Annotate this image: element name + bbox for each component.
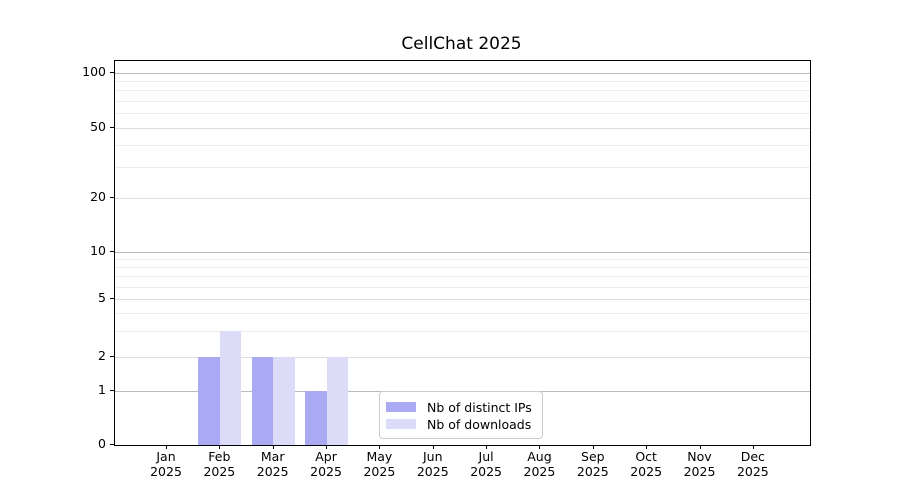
xtick-label-feb: Feb 2025 (203, 449, 236, 480)
xtick-mark-nov (699, 444, 701, 449)
xtick-label-mar: Mar 2025 (256, 449, 289, 480)
gridline-50 (115, 127, 810, 129)
gridline-100 (115, 72, 810, 74)
legend-entry-downloads: Nb of downloads (386, 416, 534, 432)
ytick-label-1: 1 (98, 382, 106, 397)
ytick-label-10: 10 (90, 242, 106, 258)
ytick-mark-10 (110, 250, 114, 252)
downloads-swatch (386, 418, 416, 430)
bar-mar-downloads (273, 357, 295, 445)
xtick-mark-apr (326, 444, 328, 449)
ytick-mark-2 (110, 356, 114, 357)
gridline-5 (115, 299, 810, 300)
gridline-minor-9 (115, 258, 810, 260)
gridline-minor-90 (115, 80, 810, 82)
gridline-10 (115, 251, 810, 253)
xtick-label-jan: Jan 2025 (150, 449, 182, 480)
xtick-label-apr: Apr 2025 (310, 449, 342, 480)
ytick-mark-0 (110, 443, 114, 445)
distinct-ips-swatch (386, 401, 416, 413)
legend-label-downloads: Nb of downloads (427, 416, 532, 432)
ytick-mark-100 (110, 71, 114, 73)
legend-entry-distinct-ips: Nb of distinct IPs (386, 399, 534, 415)
gridline-minor-7 (115, 275, 810, 277)
xtick-label-dec: Dec 2025 (736, 449, 769, 480)
xtick-label-nov: Nov 2025 (683, 449, 716, 480)
ytick-label-50: 50 (90, 118, 106, 134)
xtick-mark-jan (166, 444, 167, 449)
ytick-label-20: 20 (90, 189, 106, 204)
ytick-mark-50 (110, 126, 114, 128)
gridline-minor-60 (115, 113, 810, 115)
bar-mar-distinct-ips (251, 357, 274, 445)
ytick-label-5: 5 (98, 290, 106, 305)
chart-title: CellChat 2025 (401, 34, 522, 54)
xtick-mark-may (379, 444, 381, 449)
gridline-minor-3 (115, 331, 810, 333)
bar-feb-downloads (219, 331, 242, 445)
xtick-mark-oct (646, 444, 648, 449)
gridline-minor-40 (115, 144, 810, 146)
ytick-mark-1 (110, 390, 114, 391)
bar-apr-downloads (326, 357, 349, 445)
xtick-label-jul: Jul 2025 (470, 449, 502, 480)
gridline-2 (115, 357, 810, 358)
xtick-mark-jun (432, 444, 434, 449)
gridline-minor-70 (115, 100, 810, 102)
plot-area: Nb of distinct IPs Nb of downloads (114, 59, 811, 446)
xtick-label-sep: Sep 2025 (576, 449, 609, 480)
ytick-label-0: 0 (98, 435, 106, 451)
xtick-label-jun: Jun 2025 (416, 449, 449, 480)
xtick-mark-sep (592, 444, 594, 449)
gridline-minor-80 (115, 90, 810, 92)
xtick-label-aug: Aug 2025 (523, 449, 556, 480)
ytick-mark-20 (110, 197, 114, 198)
xtick-mark-mar (272, 444, 274, 449)
ytick-label-100: 100 (82, 63, 106, 79)
gridline-minor-8 (115, 266, 810, 268)
gridline-20 (115, 198, 810, 199)
ytick-label-2: 2 (98, 348, 106, 363)
xtick-mark-dec (752, 444, 754, 449)
bar-feb-distinct-ips (198, 357, 220, 445)
bar-apr-distinct-ips (305, 391, 327, 445)
gridline-minor-6 (115, 286, 810, 288)
legend: Nb of distinct IPs Nb of downloads (379, 391, 543, 439)
xtick-mark-jul (486, 444, 488, 449)
xtick-label-may: May 2025 (363, 449, 396, 480)
ytick-mark-5 (110, 298, 114, 299)
xtick-mark-feb (219, 444, 221, 449)
gridline-minor-30 (115, 166, 810, 168)
gridline-minor-4 (115, 313, 810, 315)
legend-label-distinct-ips: Nb of distinct IPs (427, 399, 532, 415)
xtick-label-oct: Oct 2025 (630, 449, 663, 480)
xtick-mark-aug (539, 444, 541, 449)
